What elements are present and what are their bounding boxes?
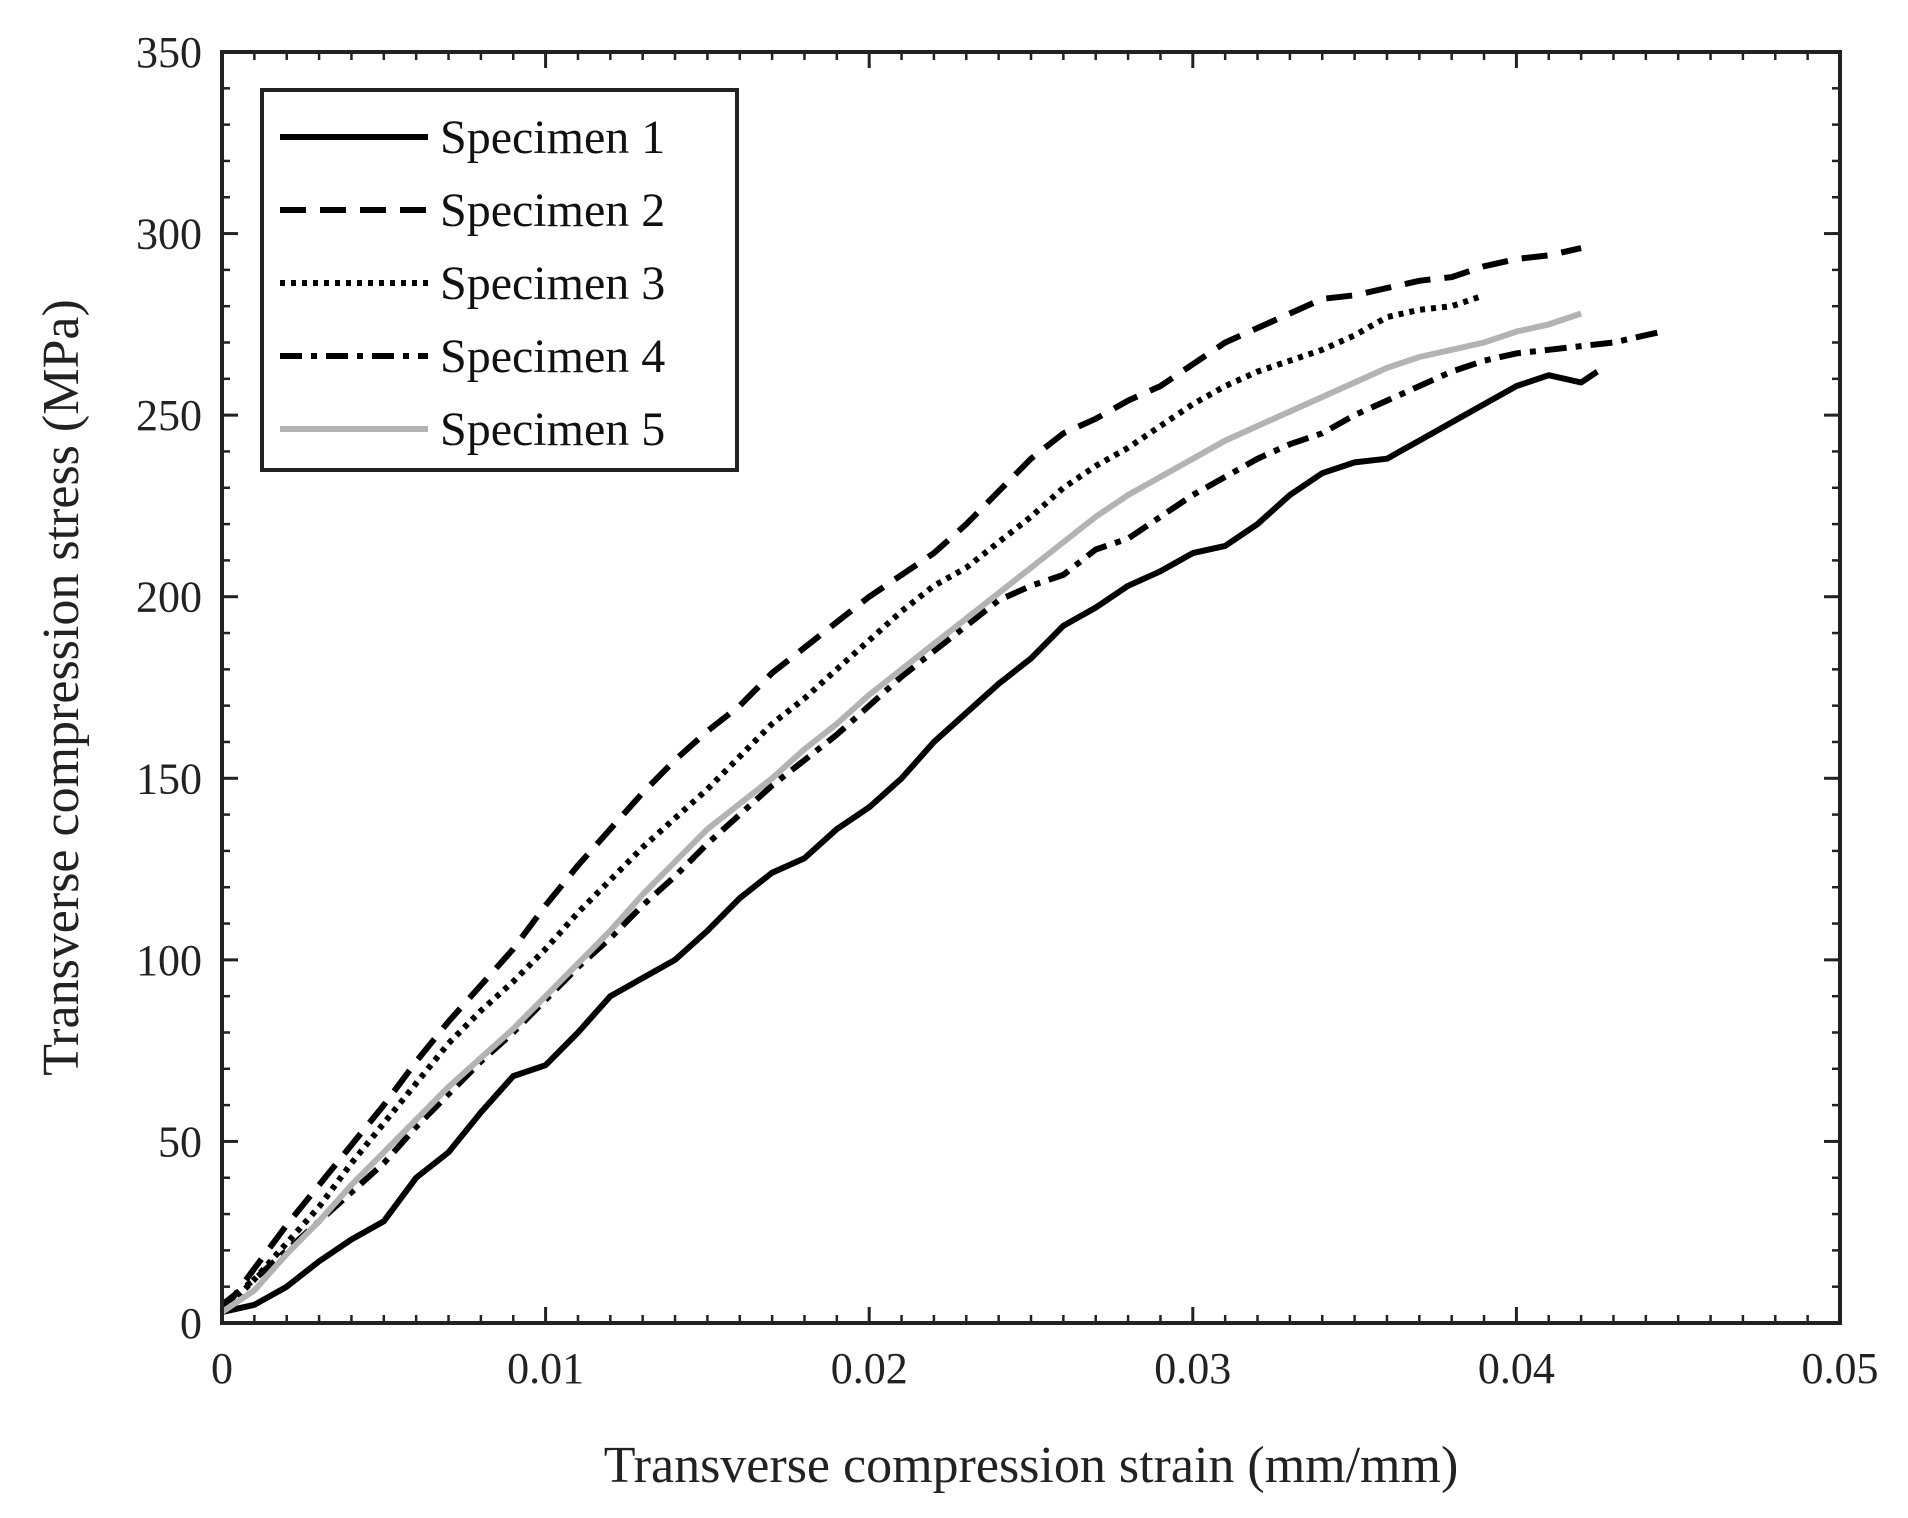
data-series — [219, 245, 1663, 1316]
legend-label-specimen-4: Specimen 4 — [440, 330, 665, 383]
y-axis-label: Transverse compression stress (MPa) — [33, 299, 90, 1076]
y-tick-label: 50 — [158, 1117, 202, 1166]
y-tick-label: 300 — [136, 210, 202, 259]
y-tick-label: 200 — [136, 573, 202, 622]
x-tick-label: 0.01 — [507, 1344, 584, 1393]
series-line-specimen-1 — [221, 369, 1599, 1316]
series-line-specimen-5 — [220, 310, 1583, 1315]
x-axis-label: Transverse compression strain (mm/mm) — [604, 1437, 1459, 1494]
plot-frame — [220, 50, 1842, 1325]
axis-tick-labels: 0 0.01 0.02 0.03 0.04 0.05 0 50 100 150 200 250 300 3… — [136, 28, 1879, 1393]
y-tick-label: 250 — [136, 391, 202, 440]
series-line-specimen-2 — [219, 245, 1582, 1314]
legend-label-specimen-2: Specimen 2 — [440, 184, 665, 237]
x-tick-label: 0.03 — [1154, 1344, 1231, 1393]
series-line-specimen-4 — [220, 328, 1663, 1308]
x-tick-label: 0.04 — [1478, 1344, 1555, 1393]
legend-label-specimen-1: Specimen 1 — [440, 111, 665, 164]
legend-box — [260, 88, 739, 472]
x-tick-label: 0 — [211, 1344, 233, 1393]
y-tick-label: 100 — [136, 936, 202, 985]
x-tick-label: 0.02 — [831, 1344, 908, 1393]
y-tick-label: 150 — [136, 754, 202, 803]
x-tick-label: 0.05 — [1802, 1344, 1879, 1393]
y-tick-label: 0 — [180, 1299, 202, 1348]
series-line-specimen-3 — [219, 292, 1485, 1315]
legend: Specimen 1 Specimen 2 Specimen 3 Specimen 4… — [260, 88, 739, 472]
legend-label-specimen-5: Specimen 5 — [440, 403, 665, 456]
y-tick-label: 350 — [136, 28, 202, 77]
legend-label-specimen-3: Specimen 3 — [440, 257, 665, 310]
